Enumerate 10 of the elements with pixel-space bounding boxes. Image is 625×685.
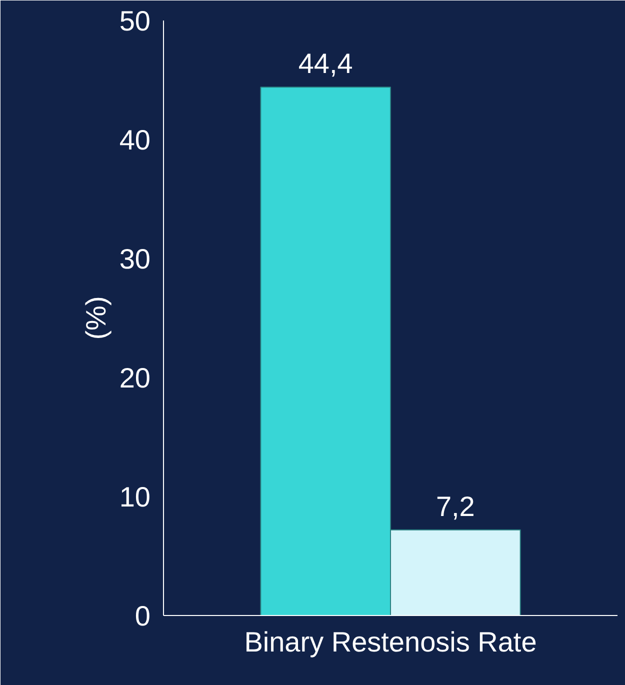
y-tick-label: 20	[119, 362, 151, 394]
y-tick-label: 30	[119, 244, 151, 274]
y-axis-title: (%)	[80, 296, 112, 340]
x-tick-label: Binary Restenosis Rate	[244, 626, 537, 658]
y-tick-label: 0	[134, 600, 151, 632]
y-tick-label: 40	[119, 124, 151, 156]
data-label: 7,2	[436, 490, 475, 522]
y-tick-label: 50	[119, 6, 151, 36]
y-tick-label: 10	[119, 482, 151, 512]
data-label: 44,4	[298, 48, 353, 80]
